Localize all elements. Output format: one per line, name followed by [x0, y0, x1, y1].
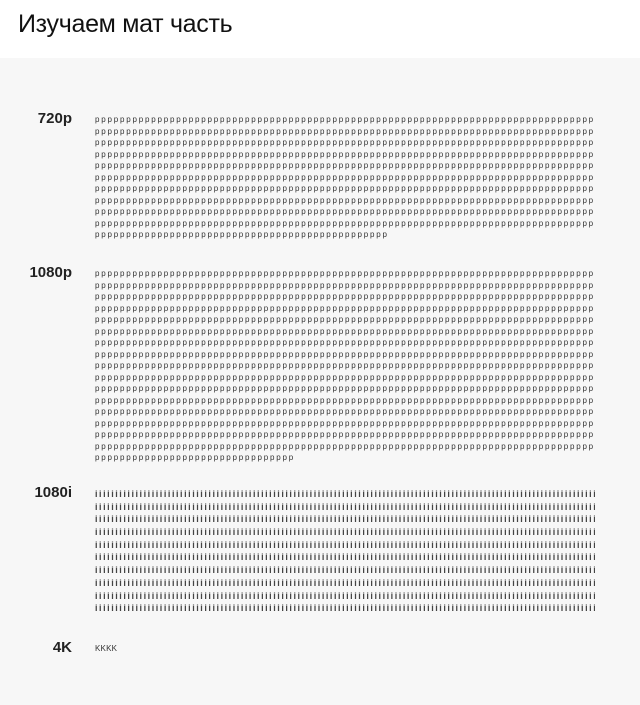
letter-row: pppppppppppppppppppppppppppppppppppppppp…: [95, 395, 595, 405]
letter-row: pppppppppppppppppppppppppppppppppppppppp…: [95, 418, 595, 428]
letter-row: pppppppppppppppppppppppppppppppppppppppp…: [95, 230, 389, 239]
letter-row: pppppppppppppppppppppppppppppppppppppppp…: [95, 338, 595, 347]
resolution-comparison-image: 720p ppppppppppppppppppppppppppppppppppp…: [0, 58, 640, 705]
letter-row: pppppppppppppppppppppppppppppppppppppppp…: [95, 315, 595, 324]
letter-row: iiiiiiiiiiiiiiiiiiiiiiiiiiiiiiiiiiiiiiii…: [95, 539, 595, 550]
letter-row: pppppppppppppppppppppppppppppppp: [95, 453, 295, 462]
letter-row: pppppppppppppppppppppppppppppppppppppppp…: [95, 172, 595, 182]
letter-rows: KKKK: [95, 643, 595, 655]
letter-row: iiiiiiiiiiiiiiiiiiiiiiiiiiiiiiiiiiiiiiii…: [95, 514, 595, 525]
letter-row: pppppppppppppppppppppppppppppppppppppppp…: [95, 184, 595, 193]
letter-row: pppppppppppppppppppppppppppppppppppppppp…: [95, 218, 595, 228]
letter-row: pppppppppppppppppppppppppppppppppppppppp…: [95, 384, 595, 393]
letter-row: pppppppppppppppppppppppppppppppppppppppp…: [95, 161, 595, 170]
letter-row: pppppppppppppppppppppppppppppppppppppppp…: [95, 441, 595, 451]
letter-rows: pppppppppppppppppppppppppppppppppppppppp…: [95, 268, 595, 464]
section-label: 4K: [52, 639, 72, 656]
letter-row: pppppppppppppppppppppppppppppppppppppppp…: [95, 138, 595, 147]
letter-row: pppppppppppppppppppppppppppppppppppppppp…: [95, 430, 595, 439]
letter-row: pppppppppppppppppppppppppppppppppppppppp…: [95, 269, 595, 278]
letter-row: iiiiiiiiiiiiiiiiiiiiiiiiiiiiiiiiiiiiiiii…: [95, 527, 595, 538]
letter-row: pppppppppppppppppppppppppppppppppppppppp…: [95, 349, 595, 359]
post-title: Изучаем мат часть: [18, 10, 233, 38]
letter-row: pppppppppppppppppppppppppppppppppppppppp…: [95, 280, 595, 290]
letter-row: iiiiiiiiiiiiiiiiiiiiiiiiiiiiiiiiiiiiiiii…: [95, 565, 595, 576]
letter-row: pppppppppppppppppppppppppppppppppppppppp…: [95, 372, 595, 382]
letter-row: iiiiiiiiiiiiiiiiiiiiiiiiiiiiiiiiiiiiiiii…: [95, 489, 595, 499]
letter-row: iiiiiiiiiiiiiiiiiiiiiiiiiiiiiiiiiiiiiiii…: [95, 590, 595, 601]
letter-rows: pppppppppppppppppppppppppppppppppppppppp…: [95, 114, 595, 241]
letter-row: pppppppppppppppppppppppppppppppppppppppp…: [95, 292, 595, 301]
letter-row: pppppppppppppppppppppppppppppppppppppppp…: [95, 303, 595, 313]
letter-rows: iiiiiiiiiiiiiiiiiiiiiiiiiiiiiiiiiiiiiiii…: [95, 488, 595, 615]
letter-row: iiiiiiiiiiiiiiiiiiiiiiiiiiiiiiiiiiiiiiii…: [95, 577, 595, 588]
letter-row: pppppppppppppppppppppppppppppppppppppppp…: [95, 207, 595, 216]
letter-row: iiiiiiiiiiiiiiiiiiiiiiiiiiiiiiiiiiiiiiii…: [95, 552, 595, 563]
letter-row: iiiiiiiiiiiiiiiiiiiiiiiiiiiiiiiiiiiiiiii…: [95, 603, 595, 614]
letter-row: pppppppppppppppppppppppppppppppppppppppp…: [95, 115, 595, 124]
section-label: 720p: [37, 110, 72, 127]
section-label: 1080i: [34, 484, 72, 501]
section-label: 1080p: [29, 264, 72, 281]
letter-row: pppppppppppppppppppppppppppppppppppppppp…: [95, 195, 595, 205]
letter-row: pppppppppppppppppppppppppppppppppppppppp…: [95, 326, 595, 336]
letter-row: iiiiiiiiiiiiiiiiiiiiiiiiiiiiiiiiiiiiiiii…: [95, 501, 595, 512]
letter-row: pppppppppppppppppppppppppppppppppppppppp…: [95, 149, 595, 159]
letter-row: KKKK: [95, 644, 118, 653]
letter-row: pppppppppppppppppppppppppppppppppppppppp…: [95, 361, 595, 370]
letter-row: pppppppppppppppppppppppppppppppppppppppp…: [95, 407, 595, 416]
letter-row: pppppppppppppppppppppppppppppppppppppppp…: [95, 126, 595, 136]
